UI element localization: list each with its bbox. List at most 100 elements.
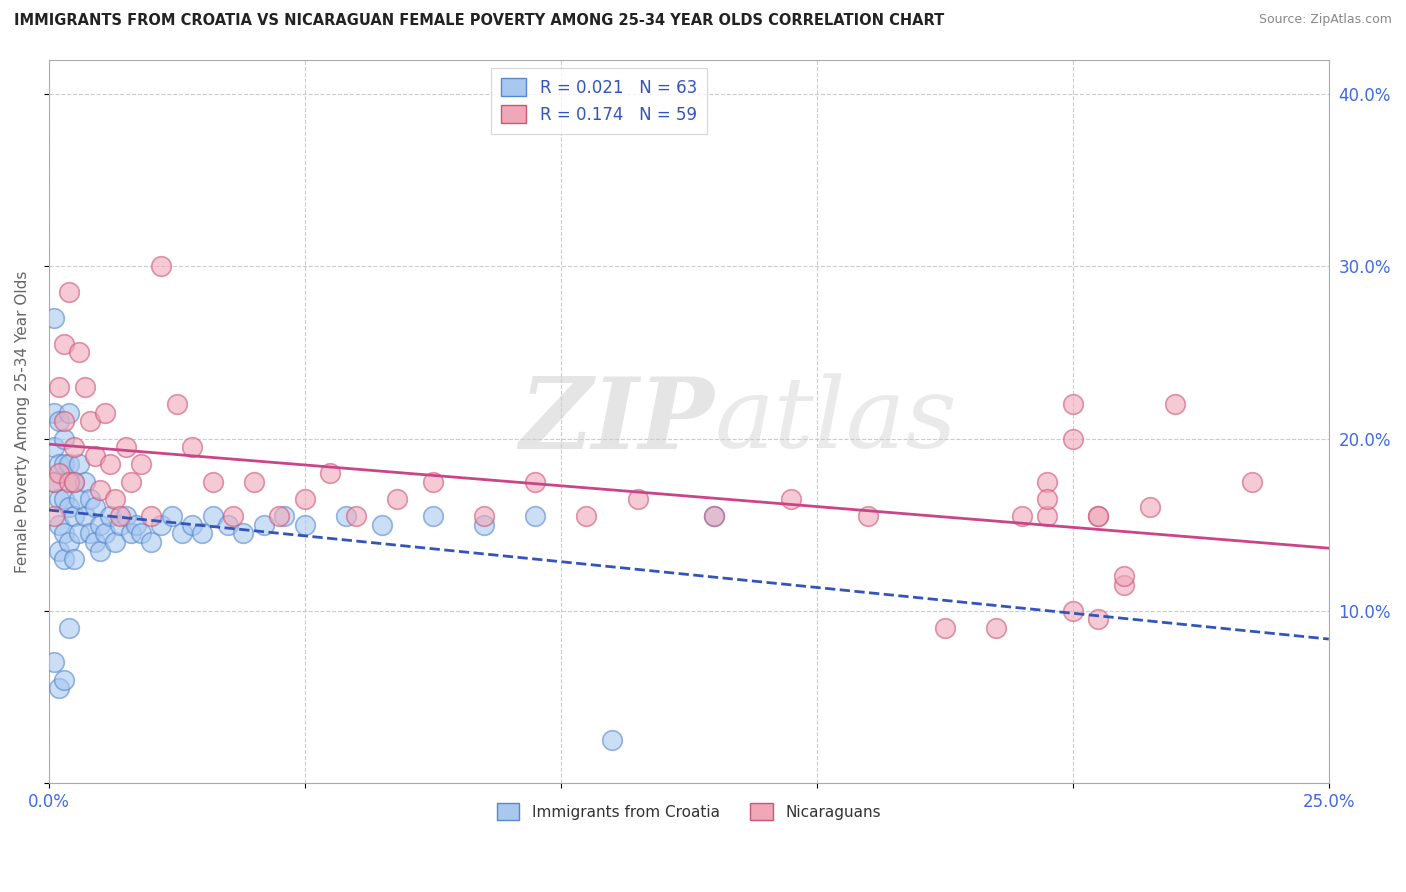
Point <box>232 526 254 541</box>
Point <box>1112 578 1135 592</box>
Point <box>160 509 183 524</box>
Point <box>63 475 86 489</box>
Point <box>181 440 204 454</box>
Point <box>104 491 127 506</box>
Point <box>472 509 495 524</box>
Point <box>600 733 623 747</box>
Point <box>422 475 444 489</box>
Point <box>114 509 136 524</box>
Point <box>48 681 70 696</box>
Point <box>53 526 76 541</box>
Point <box>242 475 264 489</box>
Point <box>273 509 295 524</box>
Point <box>42 475 65 489</box>
Point <box>125 517 148 532</box>
Point <box>191 526 214 541</box>
Point <box>150 517 173 532</box>
Point <box>217 517 239 532</box>
Point <box>120 475 142 489</box>
Point <box>1087 509 1109 524</box>
Point <box>370 517 392 532</box>
Point <box>1062 604 1084 618</box>
Legend: Immigrants from Croatia, Nicaraguans: Immigrants from Croatia, Nicaraguans <box>491 797 887 826</box>
Point <box>69 491 91 506</box>
Point <box>94 526 117 541</box>
Point <box>48 491 70 506</box>
Point <box>53 336 76 351</box>
Point <box>58 475 80 489</box>
Point <box>48 458 70 472</box>
Point <box>335 509 357 524</box>
Point <box>42 475 65 489</box>
Point <box>385 491 408 506</box>
Point <box>780 491 803 506</box>
Point <box>1036 475 1059 489</box>
Point <box>98 509 121 524</box>
Point <box>110 517 132 532</box>
Text: atlas: atlas <box>714 374 957 469</box>
Point <box>42 310 65 325</box>
Point <box>319 466 342 480</box>
Point <box>166 397 188 411</box>
Point <box>524 475 547 489</box>
Point <box>63 440 86 454</box>
Point <box>1087 612 1109 626</box>
Point <box>48 543 70 558</box>
Point <box>73 380 96 394</box>
Y-axis label: Female Poverty Among 25-34 Year Olds: Female Poverty Among 25-34 Year Olds <box>15 270 30 573</box>
Point <box>53 458 76 472</box>
Point <box>79 491 101 506</box>
Point <box>63 552 86 566</box>
Point <box>472 517 495 532</box>
Point <box>48 517 70 532</box>
Point <box>934 621 956 635</box>
Point <box>150 260 173 274</box>
Point <box>58 285 80 300</box>
Point <box>58 500 80 515</box>
Point <box>94 406 117 420</box>
Point <box>83 500 105 515</box>
Point <box>422 509 444 524</box>
Point <box>63 475 86 489</box>
Point <box>89 517 111 532</box>
Point <box>1011 509 1033 524</box>
Point <box>58 621 80 635</box>
Point <box>110 509 132 524</box>
Point <box>42 656 65 670</box>
Point <box>53 414 76 428</box>
Point <box>98 458 121 472</box>
Point <box>1036 509 1059 524</box>
Point <box>63 509 86 524</box>
Point <box>89 543 111 558</box>
Point <box>79 414 101 428</box>
Point <box>1240 475 1263 489</box>
Point <box>1087 509 1109 524</box>
Point <box>73 509 96 524</box>
Text: ZIP: ZIP <box>519 373 714 469</box>
Point <box>42 440 65 454</box>
Point <box>129 526 152 541</box>
Point <box>575 509 598 524</box>
Point <box>42 509 65 524</box>
Point <box>181 517 204 532</box>
Point <box>201 509 224 524</box>
Text: IMMIGRANTS FROM CROATIA VS NICARAGUAN FEMALE POVERTY AMONG 25-34 YEAR OLDS CORRE: IMMIGRANTS FROM CROATIA VS NICARAGUAN FE… <box>14 13 945 29</box>
Point <box>201 475 224 489</box>
Point <box>1139 500 1161 515</box>
Point <box>48 414 70 428</box>
Point <box>222 509 245 524</box>
Point <box>129 458 152 472</box>
Point <box>114 440 136 454</box>
Point <box>42 406 65 420</box>
Point <box>120 526 142 541</box>
Point <box>294 517 316 532</box>
Point <box>53 673 76 687</box>
Point <box>58 535 80 549</box>
Point <box>524 509 547 524</box>
Point <box>69 345 91 359</box>
Point <box>83 535 105 549</box>
Point <box>294 491 316 506</box>
Point <box>53 491 76 506</box>
Point <box>170 526 193 541</box>
Point <box>48 466 70 480</box>
